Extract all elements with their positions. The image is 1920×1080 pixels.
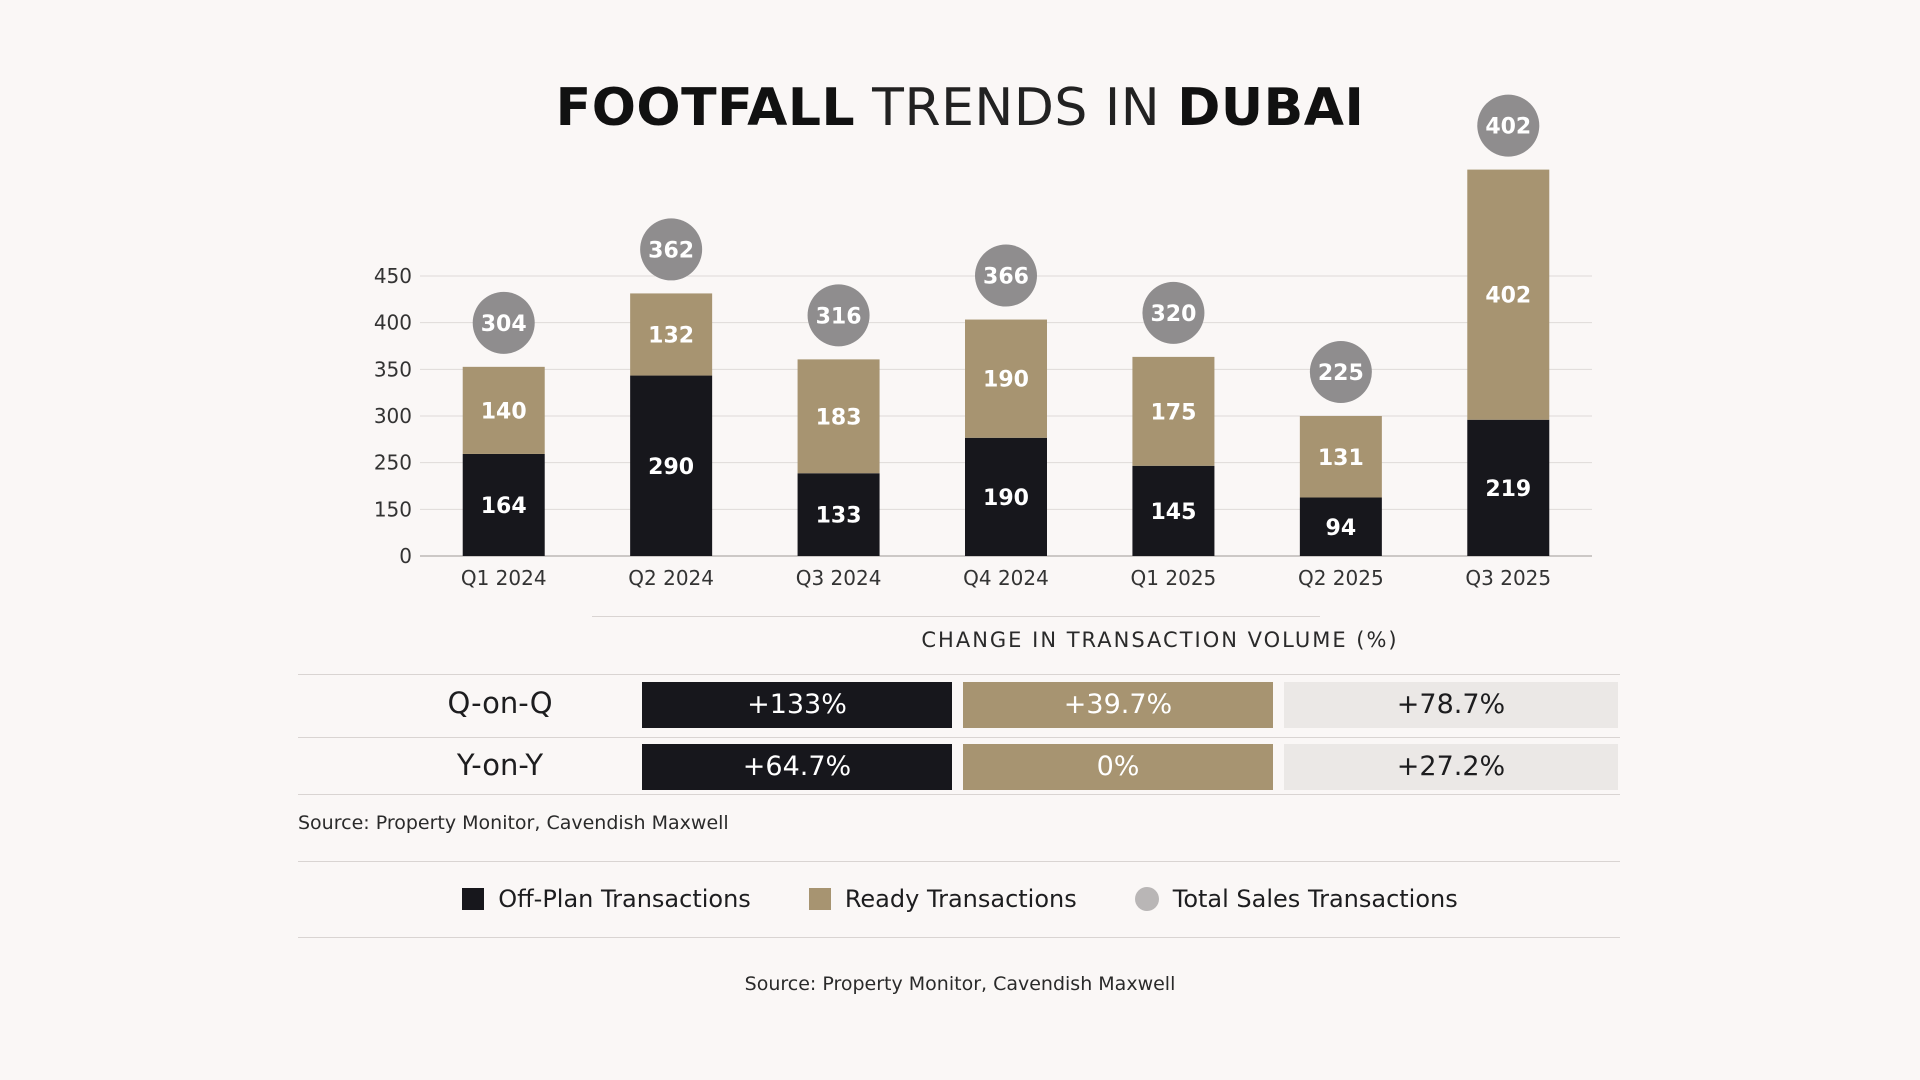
legend-label-total: Total Sales Transactions (1172, 885, 1458, 913)
legend-rule-top (298, 861, 1620, 862)
bar-off-plan (965, 437, 1047, 556)
qonq-total-cell: +78.7% (1284, 682, 1618, 728)
bar-ready (965, 319, 1047, 438)
total-bubble (807, 284, 870, 347)
bar-ready-label: 132 (648, 323, 694, 348)
legend-rule-bottom (298, 937, 1620, 938)
bar-ready-label: 131 (1318, 446, 1364, 471)
row-label-yony: Y-on-Y (456, 748, 544, 782)
bar-ready (1132, 356, 1215, 466)
y-tick-label: 400 (374, 311, 412, 335)
total-bubble (472, 291, 535, 354)
y-tick-label: 450 (374, 264, 412, 288)
bar-off-plan-label: 164 (481, 494, 527, 519)
bar-ready (462, 366, 545, 454)
bar-off-plan (797, 473, 880, 556)
legend-item-off-plan: Off-Plan Transactions (462, 885, 751, 913)
x-category-label: Q4 2024 (963, 566, 1049, 590)
title-part-1: FOOTFALL (555, 78, 856, 138)
qonq-ready-cell: +39.7% (963, 682, 1273, 728)
bar-ready (1467, 169, 1550, 420)
chart-title: FOOTFALL TRENDS IN DUBAI (0, 78, 1920, 138)
total-bubble (1309, 341, 1372, 403)
x-category-label: Q2 2024 (628, 566, 714, 590)
total-bubble-label: 316 (816, 304, 862, 329)
bar-ready (630, 293, 713, 376)
legend-label-ready: Ready Transactions (844, 885, 1077, 913)
x-category-label: Q3 2025 (1465, 566, 1551, 590)
table-rule-middle (298, 737, 1620, 738)
legend-item-ready: Ready Transactions (808, 885, 1077, 913)
bar-off-plan-label: 94 (1326, 516, 1357, 541)
total-bubble (1477, 94, 1540, 157)
yony-total-cell: +27.2% (1284, 744, 1618, 790)
bar-off-plan-label: 190 (983, 486, 1029, 511)
change-table-title: CHANGE IN TRANSACTION VOLUME (%) (921, 628, 1399, 652)
bar-off-plan (462, 453, 545, 556)
bar-off-plan-label: 145 (1150, 500, 1196, 525)
stacked-bar-chart: 450 400 350 300 250 150 0 164 140 304 Q1 2024 290 13… (374, 94, 1592, 590)
source-note-top: Source: Property Monitor, Cavendish Maxw… (298, 812, 729, 834)
bar-ready (1299, 416, 1382, 498)
bar-off-plan (1132, 465, 1215, 556)
bar-off-plan-label: 219 (1485, 477, 1531, 502)
total-bubble (640, 218, 703, 281)
x-category-label: Q1 2025 (1131, 566, 1217, 590)
legend: Off-Plan Transactions Ready Transactions… (0, 880, 1920, 918)
legend-swatch-total (1134, 887, 1159, 911)
title-part-3: DUBAI (1177, 78, 1365, 138)
x-category-label: Q2 2025 (1298, 566, 1384, 590)
total-bubble-label: 366 (983, 265, 1029, 290)
bar-ready-label: 183 (816, 405, 862, 430)
legend-swatch-off-plan (462, 888, 485, 910)
table-rule-bottom (298, 794, 1620, 795)
yony-ready-cell: 0% (963, 744, 1273, 790)
source-note-bottom: Source: Property Monitor, Cavendish Maxw… (744, 973, 1176, 995)
bar-ready (797, 359, 880, 474)
row-label-qonq: Q-on-Q (447, 686, 553, 720)
bar-off-plan-label: 133 (816, 504, 862, 529)
legend-swatch-ready (808, 888, 831, 910)
qonq-off-plan-cell: +133% (642, 682, 952, 728)
x-category-label: Q1 2024 (461, 566, 547, 590)
y-tick-label: 150 (374, 497, 412, 521)
total-bubble (975, 244, 1037, 307)
legend-label-off-plan: Off-Plan Transactions (498, 885, 751, 913)
title-part-2: TRENDS IN (855, 78, 1178, 138)
x-category-label: Q3 2024 (796, 566, 882, 590)
bar-off-plan-label: 290 (648, 455, 694, 480)
bar-ready-label: 190 (983, 368, 1029, 393)
bar-ready-label: 402 (1485, 284, 1531, 309)
total-bubble-label: 225 (1318, 361, 1364, 386)
y-tick-label: 250 (374, 451, 412, 475)
total-bubble-label: 320 (1150, 302, 1196, 327)
y-tick-label: 350 (374, 357, 412, 381)
bar-off-plan (630, 375, 713, 556)
total-bubble (1142, 281, 1205, 344)
total-bubble-label: 362 (648, 238, 694, 263)
bar-off-plan (1467, 419, 1550, 556)
legend-item-total: Total Sales Transactions (1134, 885, 1458, 913)
bar-ready-label: 140 (481, 399, 527, 424)
change-title-rule (592, 616, 1320, 617)
yony-off-plan-cell: +64.7% (642, 744, 952, 790)
y-tick-label: 0 (399, 544, 412, 568)
total-bubble-label: 402 (1485, 115, 1531, 140)
table-rule-top (298, 674, 1620, 675)
bar-ready-label: 175 (1150, 400, 1196, 425)
y-tick-label: 300 (374, 404, 412, 428)
total-bubble-label: 304 (481, 312, 527, 337)
bar-off-plan (1299, 497, 1382, 556)
